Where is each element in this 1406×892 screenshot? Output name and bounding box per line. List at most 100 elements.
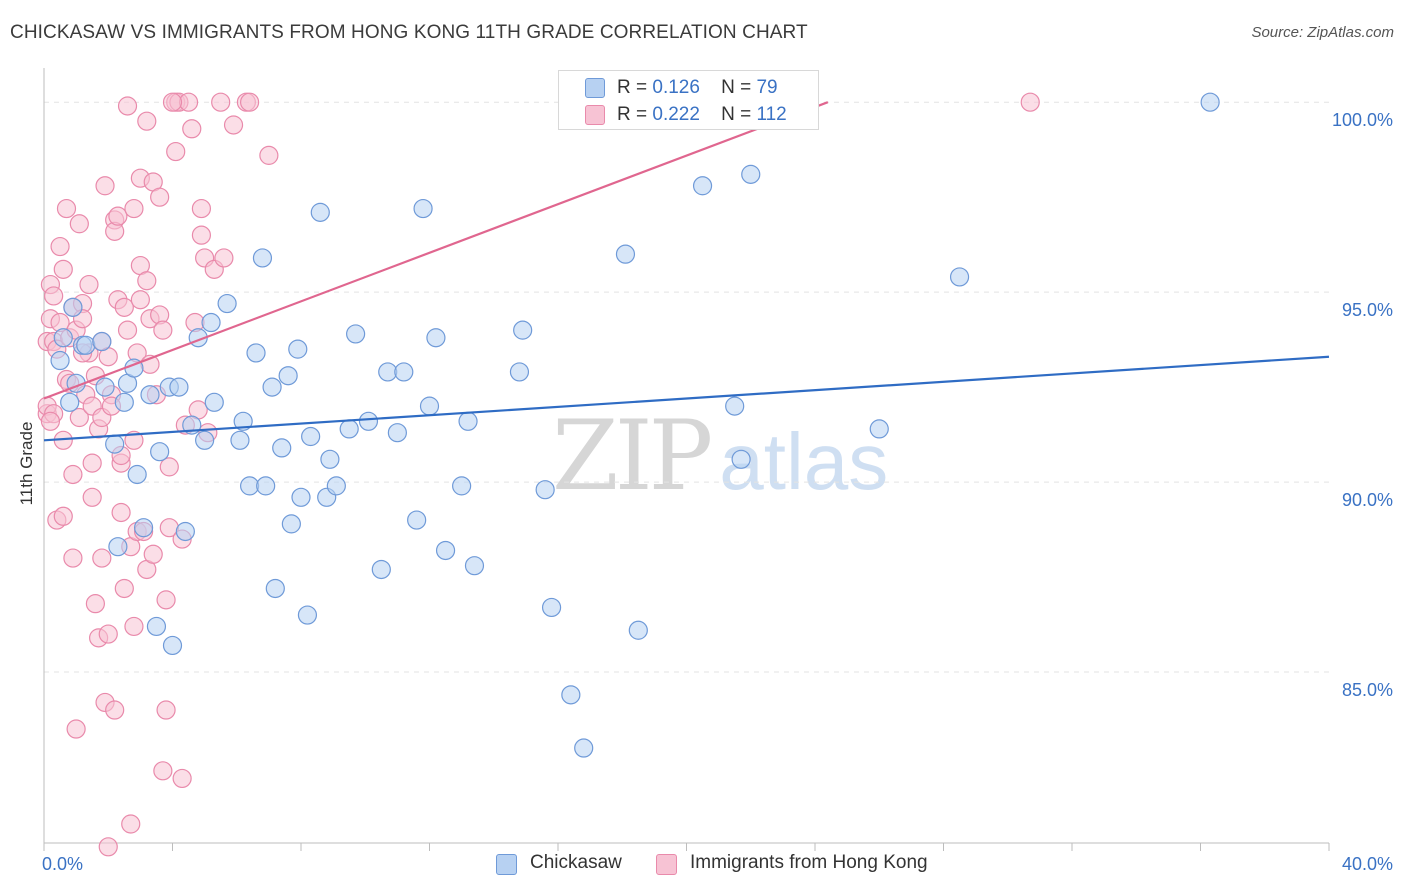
chickasaw-point [63, 297, 83, 317]
hong-kong-point [53, 259, 73, 279]
hong-kong-point [53, 506, 73, 526]
legend-r-label: R = [617, 104, 648, 125]
hong-kong-point [143, 544, 163, 564]
chickasaw-point [692, 176, 713, 196]
legend-n-label: N = [721, 77, 752, 98]
chickasaw-point [561, 685, 581, 705]
chickasaw-point [949, 267, 970, 287]
chickasaw-point [230, 430, 250, 450]
chickasaw-point [240, 476, 260, 496]
chickasaw-point [133, 518, 154, 538]
chickasaw-point [725, 396, 745, 416]
chickasaw-point [201, 312, 221, 333]
chickasaw-point [175, 521, 195, 542]
hong-kong-point [85, 594, 106, 614]
y-tick-label: 90.0% [1342, 490, 1393, 510]
hong-kong-point [56, 198, 77, 219]
hong-kong-point [166, 141, 186, 162]
hong-kong-point [191, 225, 212, 245]
chickasaw-point [371, 559, 391, 580]
hong-kong-point [124, 616, 144, 637]
legend-n-value: 112 [756, 104, 787, 125]
chickasaw-point [140, 385, 160, 405]
hong-kong-point [82, 487, 102, 507]
chickasaw-point [387, 423, 407, 443]
legend-r-value: 0.126 [652, 77, 700, 98]
chickasaw-point [574, 738, 594, 758]
chickasaw-point [513, 320, 533, 340]
stats-legend: R = 0.126 N = 79 R = 0.222 N = 112 [558, 70, 819, 130]
chickasaw-point [458, 411, 478, 431]
chickasaw-point [464, 556, 485, 576]
chickasaw-point [127, 464, 147, 485]
hong-kong-point [95, 176, 115, 196]
legend-n-label: N = [721, 104, 752, 125]
hong-kong-point [172, 768, 192, 789]
hong-kong-point [214, 248, 234, 268]
y-tick-label: 100.0% [1332, 110, 1393, 130]
chickasaw-point [92, 331, 112, 352]
axes [43, 68, 1330, 851]
chickasaw-point [291, 487, 311, 507]
chickasaw-point [535, 480, 555, 500]
chickasaw-point [615, 244, 636, 264]
hong-kong-point [124, 198, 144, 219]
chickasaw-point [426, 328, 446, 348]
chickasaw-point [278, 366, 298, 386]
hong-kong-point [162, 92, 183, 112]
hong-kong-point [44, 286, 64, 306]
hong-kong-point [92, 548, 112, 568]
chickasaw-point [95, 377, 115, 397]
chickasaw-point [272, 438, 292, 458]
chickasaw-point [204, 392, 224, 412]
watermark: ZIP atlas [552, 400, 888, 512]
hong-kong-point [153, 320, 173, 340]
grid-lines [44, 101, 1329, 673]
chickasaw-point [233, 411, 253, 431]
chickasaw-point [419, 396, 440, 416]
y-tick-label: 95.0% [1342, 300, 1393, 320]
chickasaw-point [731, 449, 751, 469]
chickasaw-point [452, 476, 472, 496]
chickasaw-point [741, 164, 761, 184]
chickasaw-point [281, 514, 301, 534]
series-chickasaw [50, 92, 1220, 758]
hong-kong-point [82, 453, 102, 473]
hong-kong-point [150, 187, 170, 207]
chickasaw-point [407, 510, 427, 530]
x-tick-label: 40.0% [1342, 854, 1393, 874]
chickasaw-point [378, 362, 398, 382]
chickasaw-point [217, 293, 237, 314]
chickasaw-point [150, 442, 170, 462]
chickasaw-point [339, 419, 359, 439]
bottom-legend-label: Immigrants from Hong Kong [690, 852, 928, 873]
hong-kong-point [182, 119, 202, 139]
tick-labels: 85.0% 90.0% 95.0% 100.0% 0.0% 40.0% 11th Grade [17, 110, 1393, 874]
legend-n-value: 79 [756, 77, 778, 98]
hong-kong-point [240, 92, 260, 112]
chickasaw-trend-line [43, 355, 1330, 442]
chickasaw-point [50, 350, 70, 371]
chickasaw-point [628, 620, 648, 640]
chickasaw-point [246, 343, 266, 363]
hong-kong-point [114, 578, 134, 599]
hong-kong-point [259, 145, 279, 165]
hong-kong-point [63, 464, 83, 485]
chickasaw-point [76, 335, 96, 355]
hong-kong-point [130, 290, 150, 310]
chickasaw-point [53, 328, 73, 348]
chickasaw-point [262, 377, 282, 397]
chickasaw-point [169, 377, 189, 397]
chickasaw-point [435, 540, 456, 561]
bottom-legend-swatch-blue [496, 854, 517, 875]
hong-kong-point [79, 274, 99, 295]
bottom-legend-swatch-pink [656, 854, 677, 875]
chickasaw-point [162, 635, 183, 656]
hong-kong-point [178, 92, 199, 112]
hong-kong-point [137, 271, 157, 291]
chickasaw-point [252, 248, 273, 268]
series-immigrants-hong-kong [37, 92, 1040, 857]
chickasaw-point [326, 476, 346, 496]
hong-kong-point [121, 814, 141, 834]
hong-kong-point [108, 206, 128, 226]
